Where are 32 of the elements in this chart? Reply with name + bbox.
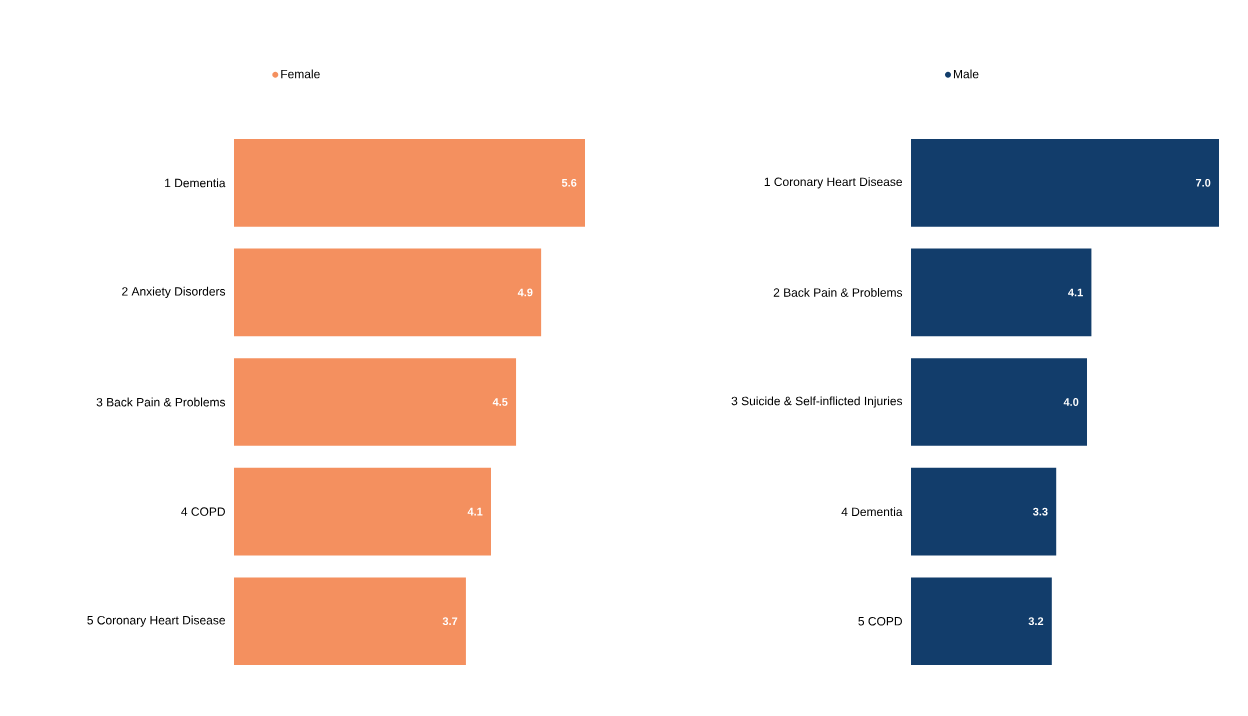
y-tick-label: 4 COPD <box>181 507 225 516</box>
y-tick-label: 4 Dementia <box>841 507 903 517</box>
data-label: 5.6 <box>561 178 577 187</box>
data-label: 3.2 <box>1028 617 1044 626</box>
y-tick-label: 5 COPD <box>858 616 902 626</box>
data-label: 3.3 <box>1032 507 1048 516</box>
data-label: 4.9 <box>517 288 533 297</box>
bar <box>234 358 517 446</box>
data-label: 4.0 <box>1063 398 1079 406</box>
legend-label: Female <box>281 69 320 79</box>
data-label: 7.0 <box>1195 178 1211 187</box>
y-tick-label: 2 Back Pain & Problems <box>773 288 903 297</box>
y-tick-label: 1 Dementia <box>165 178 226 188</box>
bar <box>911 358 1087 446</box>
bar <box>234 467 491 556</box>
y-tick-label: 2 Anxiety Disorders <box>122 286 226 298</box>
bar <box>234 138 585 227</box>
data-label: 4.5 <box>492 398 508 406</box>
bar <box>911 138 1219 227</box>
legend-label: Male <box>953 69 979 79</box>
data-label: 3.7 <box>442 617 458 626</box>
bar <box>911 248 1092 337</box>
data-label: 4.1 <box>1068 288 1083 297</box>
bar <box>911 467 1057 556</box>
bar <box>911 577 1052 666</box>
y-tick-label: 5 Coronary Heart Disease <box>87 615 225 627</box>
bar <box>234 248 542 337</box>
bar <box>234 577 466 666</box>
y-tick-label: 3 Back Pain & Problems <box>96 397 226 407</box>
data-label: 4.1 <box>467 507 483 516</box>
y-tick-label: 3 Suicide & Self-inflicted Injuries <box>731 396 903 408</box>
y-tick-label: 1 Coronary Heart Disease <box>764 177 902 189</box>
